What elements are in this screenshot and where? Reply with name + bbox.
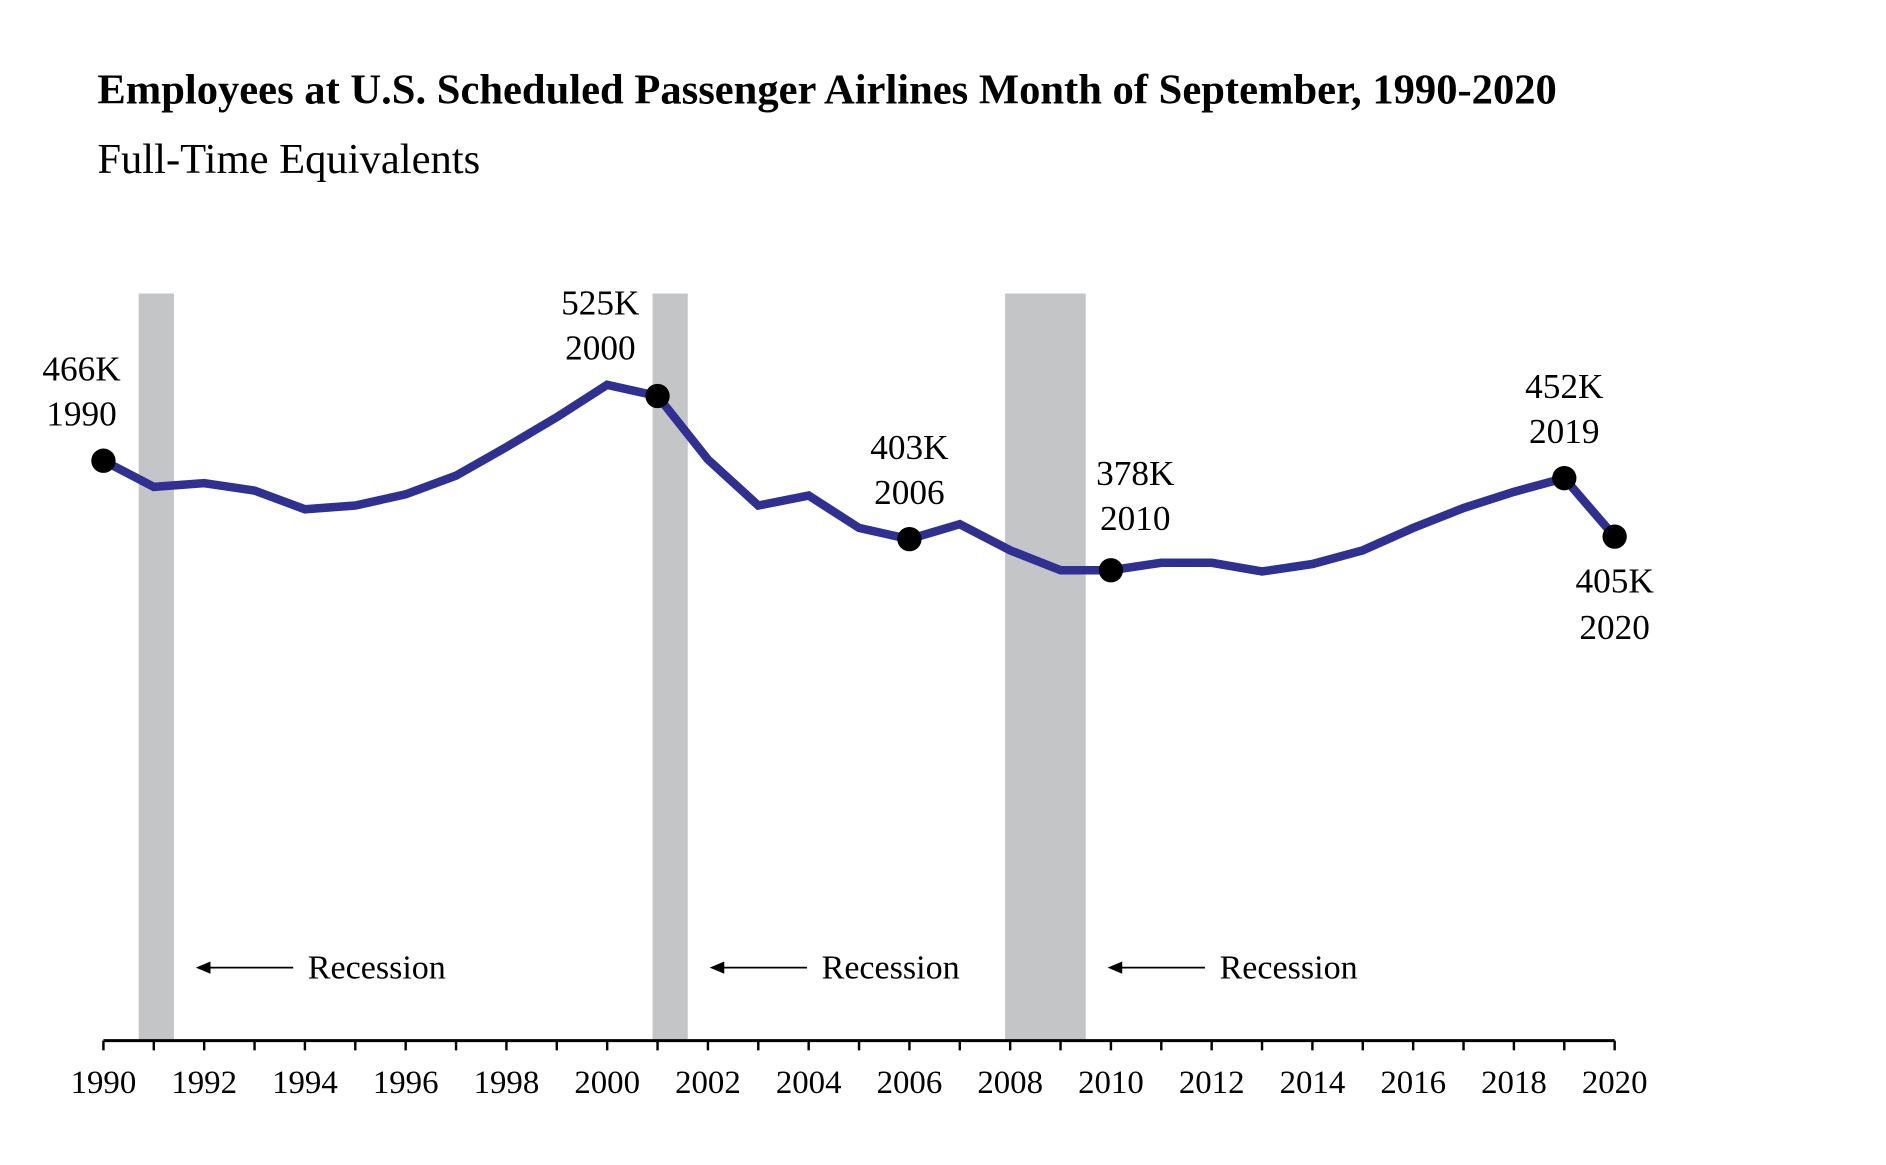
x-tick-label: 1996 — [373, 1065, 439, 1101]
annotation-year: 2019 — [1529, 412, 1600, 451]
chart-title: Employees at U.S. Scheduled Passenger Ai… — [97, 67, 1557, 114]
x-tick-label: 2002 — [675, 1065, 741, 1101]
x-tick-label: 2018 — [1481, 1065, 1547, 1101]
chart-subtitle: Full-Time Equivalents — [97, 136, 480, 183]
annotation-year: 2000 — [565, 329, 636, 368]
highlight-marker — [645, 383, 670, 409]
x-tick-label: 1992 — [171, 1065, 237, 1101]
x-tick-label: 2000 — [574, 1065, 640, 1101]
annotation-year: 1990 — [46, 394, 117, 433]
annotation-value: 466K — [42, 349, 121, 388]
x-tick-label: 1990 — [71, 1065, 137, 1101]
x-tick-label: 2014 — [1280, 1065, 1346, 1101]
annotation-year: 2006 — [874, 473, 945, 512]
annotation-year: 2020 — [1579, 608, 1650, 647]
recession-band — [1005, 293, 1086, 1041]
annotation-value: 378K — [1096, 454, 1175, 493]
recession-label: Recession — [308, 950, 446, 987]
recession-label: Recession — [822, 950, 960, 987]
x-tick-label: 2016 — [1380, 1065, 1446, 1101]
highlight-marker — [1552, 465, 1577, 491]
highlight-marker — [1602, 524, 1627, 549]
annotation-value: 452K — [1525, 367, 1604, 406]
annotation-value: 525K — [561, 283, 640, 322]
x-tick-label: 2008 — [977, 1065, 1043, 1101]
highlight-marker — [1098, 558, 1124, 583]
employees-line — [101, 380, 1618, 576]
highlight-marker — [91, 448, 116, 473]
arrow-head-icon — [195, 961, 211, 974]
arrow-head-icon — [709, 961, 725, 974]
annotation-value: 405K — [1575, 562, 1654, 601]
x-tick-label: 2010 — [1078, 1065, 1144, 1101]
x-tick-label: 2012 — [1179, 1065, 1245, 1101]
annotation-year: 2010 — [1100, 499, 1171, 538]
arrow-head-icon — [1107, 961, 1123, 974]
x-tick-label: 1998 — [474, 1065, 540, 1101]
x-tick-label: 1994 — [272, 1065, 338, 1101]
recession-band — [138, 293, 174, 1041]
highlight-marker — [897, 526, 922, 552]
recession-label: Recession — [1220, 950, 1358, 987]
x-tick-label: 2004 — [776, 1065, 842, 1101]
x-tick-label: 2020 — [1582, 1065, 1648, 1101]
annotation-value: 403K — [870, 428, 949, 467]
x-tick-label: 2006 — [877, 1065, 943, 1101]
